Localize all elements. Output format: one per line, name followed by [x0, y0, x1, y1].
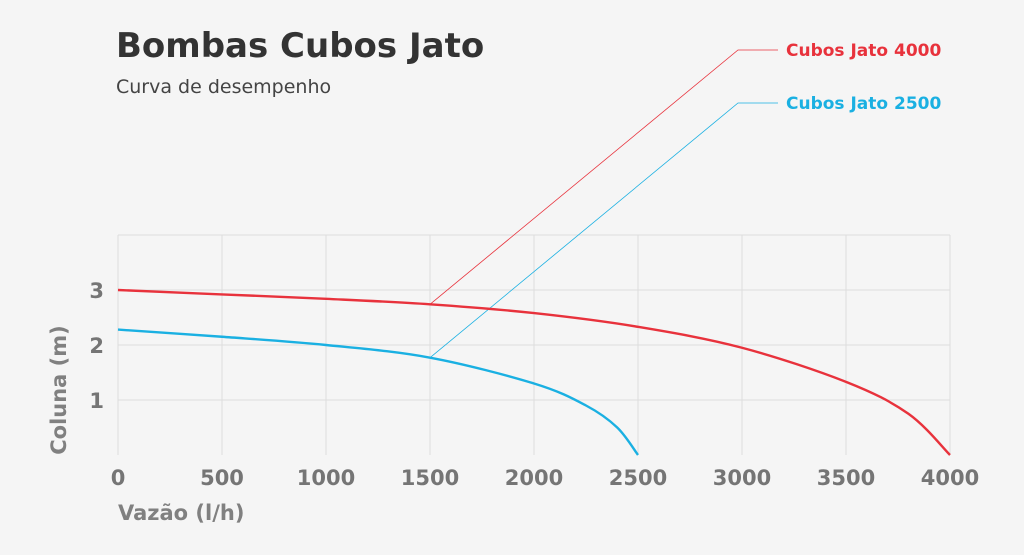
chart-subtitle: Curva de desempenho — [116, 76, 332, 98]
x-tick-label: 2500 — [609, 466, 667, 490]
legend-label: Cubos Jato 2500 — [786, 94, 941, 114]
y-tick-label: 3 — [89, 279, 104, 303]
x-tick-label: 1000 — [297, 466, 355, 490]
legend-callouts: Cubos Jato 4000 Cubos Jato 2500 — [429, 41, 941, 358]
series-line-2 — [117, 328, 639, 456]
x-tick-label: 0 — [111, 466, 126, 490]
x-tick-label: 2000 — [505, 466, 563, 490]
x-tick-label: 3500 — [817, 466, 875, 490]
series-lines — [117, 288, 951, 456]
tick-labels: 0 500 1000 1500 2000 2500 3000 3500 4000 1 2 3 — [89, 279, 979, 490]
x-tick-label: 4000 — [921, 466, 979, 490]
y-tick-label: 2 — [89, 334, 104, 358]
series-line-1 — [117, 288, 951, 456]
x-tick-label: 1500 — [401, 466, 459, 490]
legend-leader-line — [429, 49, 778, 305]
legend-leader-line — [429, 102, 778, 358]
x-axis-title: Vazão (l/h) — [118, 501, 244, 525]
x-tick-label: 500 — [200, 466, 244, 490]
y-tick-label: 1 — [89, 389, 104, 413]
x-tick-label: 3000 — [713, 466, 771, 490]
grid — [117, 234, 951, 455]
legend-label: Cubos Jato 4000 — [786, 41, 941, 61]
y-axis-title: Coluna (m) — [47, 325, 71, 455]
chart-title: Bombas Cubos Jato — [116, 26, 485, 66]
